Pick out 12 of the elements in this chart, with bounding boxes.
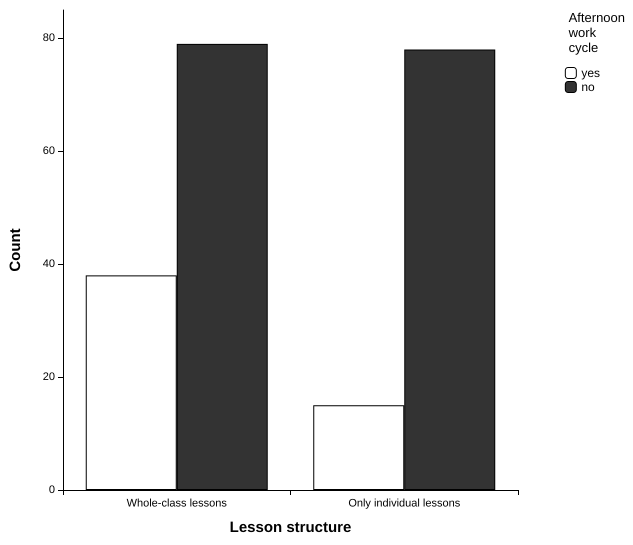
y-tick-label: 0: [48, 484, 55, 496]
y-tick-label: 20: [42, 371, 55, 384]
x-tick-label: Only individual lessons: [348, 498, 461, 510]
legend-title: Afternoon work cycle: [568, 10, 625, 55]
x-tick-label: Whole-class lessons: [126, 498, 228, 510]
y-tick-label: 80: [42, 32, 55, 44]
y-axis-title: Count: [7, 228, 24, 272]
y-tick-label: 40: [42, 258, 55, 270]
legend-label: no: [581, 80, 595, 94]
x-axis-title: Lesson structure: [230, 519, 352, 536]
legend-label: yes: [581, 66, 600, 80]
y-tick-label: 60: [42, 145, 55, 158]
